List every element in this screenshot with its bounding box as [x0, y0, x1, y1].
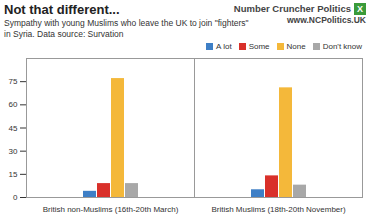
- svg-text:0: 0: [13, 193, 18, 202]
- svg-text:60: 60: [9, 100, 18, 109]
- svg-text:15: 15: [9, 170, 18, 179]
- html-text:Number Cruncher Politics: Number Cruncher Politics: [233, 3, 351, 14]
- svg-text:British Muslims (18th-20th Nov: British Muslims (18th-20th November): [211, 205, 346, 214]
- svg-text:75: 75: [9, 77, 18, 86]
- html-text:Some: Some: [248, 41, 270, 51]
- svg-text:30: 30: [9, 147, 18, 156]
- html-text:Not that different...: Not that different...: [4, 2, 120, 17]
- html-text:A lot: A lot: [216, 41, 232, 51]
- html-text:X: X: [357, 4, 363, 15]
- html-text:www.NCPolitics.UK: www.NCPolitics.UK: [287, 15, 366, 26]
- svg-text:45: 45: [9, 124, 18, 133]
- html-text:Don't know: Don't know: [322, 41, 362, 51]
- html-text:Sympathy with young Muslims wh: Sympathy with young Muslims who leave th…: [4, 18, 249, 39]
- html-text:None: None: [286, 41, 306, 51]
- svg-text:British non-Muslims (16th-20th: British non-Muslims (16th-20th March): [43, 205, 179, 214]
